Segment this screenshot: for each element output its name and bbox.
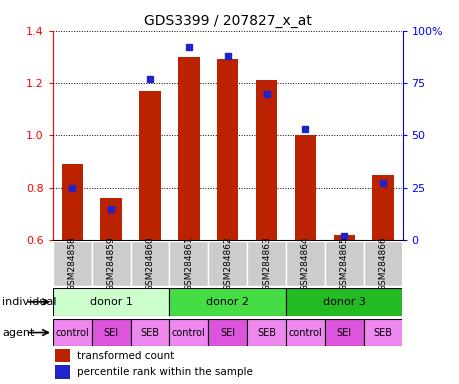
Bar <box>178 57 199 240</box>
Bar <box>363 241 402 286</box>
Text: transformed count: transformed count <box>77 351 174 361</box>
Bar <box>208 319 246 346</box>
Bar <box>333 235 354 240</box>
Text: percentile rank within the sample: percentile rank within the sample <box>77 367 252 377</box>
Text: SEI: SEI <box>220 328 235 338</box>
Bar <box>100 198 122 240</box>
Text: donor 2: donor 2 <box>206 297 249 307</box>
Bar <box>294 136 315 240</box>
Bar <box>55 349 70 362</box>
Bar <box>208 241 246 286</box>
Bar <box>169 319 208 346</box>
Bar <box>53 319 91 346</box>
Text: agent: agent <box>2 328 34 338</box>
Text: GSM284864: GSM284864 <box>300 236 309 291</box>
Text: SEB: SEB <box>373 328 392 338</box>
Bar <box>324 319 363 346</box>
Bar <box>130 319 169 346</box>
Bar <box>246 319 285 346</box>
Text: GSM284866: GSM284866 <box>378 236 387 291</box>
Bar <box>285 319 324 346</box>
Bar <box>169 288 285 316</box>
Text: control: control <box>288 328 322 338</box>
Text: SEI: SEI <box>103 328 118 338</box>
Bar <box>130 241 169 286</box>
Text: GSM284863: GSM284863 <box>262 236 270 291</box>
Text: GSM284859: GSM284859 <box>106 236 115 291</box>
Bar <box>91 319 130 346</box>
Bar <box>53 288 169 316</box>
Text: donor 1: donor 1 <box>90 297 132 307</box>
Bar <box>139 91 160 240</box>
Text: donor 3: donor 3 <box>322 297 365 307</box>
Title: GDS3399 / 207827_x_at: GDS3399 / 207827_x_at <box>144 14 311 28</box>
Bar <box>53 241 91 286</box>
Bar <box>363 319 402 346</box>
Bar <box>169 241 208 286</box>
Text: SEB: SEB <box>257 328 275 338</box>
Bar <box>55 366 70 379</box>
Bar <box>62 164 83 240</box>
Bar <box>217 60 238 240</box>
Bar <box>324 241 363 286</box>
Text: GSM284861: GSM284861 <box>184 236 193 291</box>
Text: GSM284860: GSM284860 <box>145 236 154 291</box>
Bar <box>91 241 130 286</box>
Text: GSM284858: GSM284858 <box>67 236 77 291</box>
Text: GSM284865: GSM284865 <box>339 236 348 291</box>
Bar <box>246 241 285 286</box>
Bar <box>285 241 324 286</box>
Text: SEI: SEI <box>336 328 351 338</box>
Bar <box>255 80 277 240</box>
Text: SEB: SEB <box>140 328 159 338</box>
Text: individual: individual <box>2 297 56 307</box>
Bar <box>285 288 402 316</box>
Text: control: control <box>56 328 89 338</box>
Text: control: control <box>172 328 205 338</box>
Bar <box>372 175 393 240</box>
Text: GSM284862: GSM284862 <box>223 236 232 291</box>
